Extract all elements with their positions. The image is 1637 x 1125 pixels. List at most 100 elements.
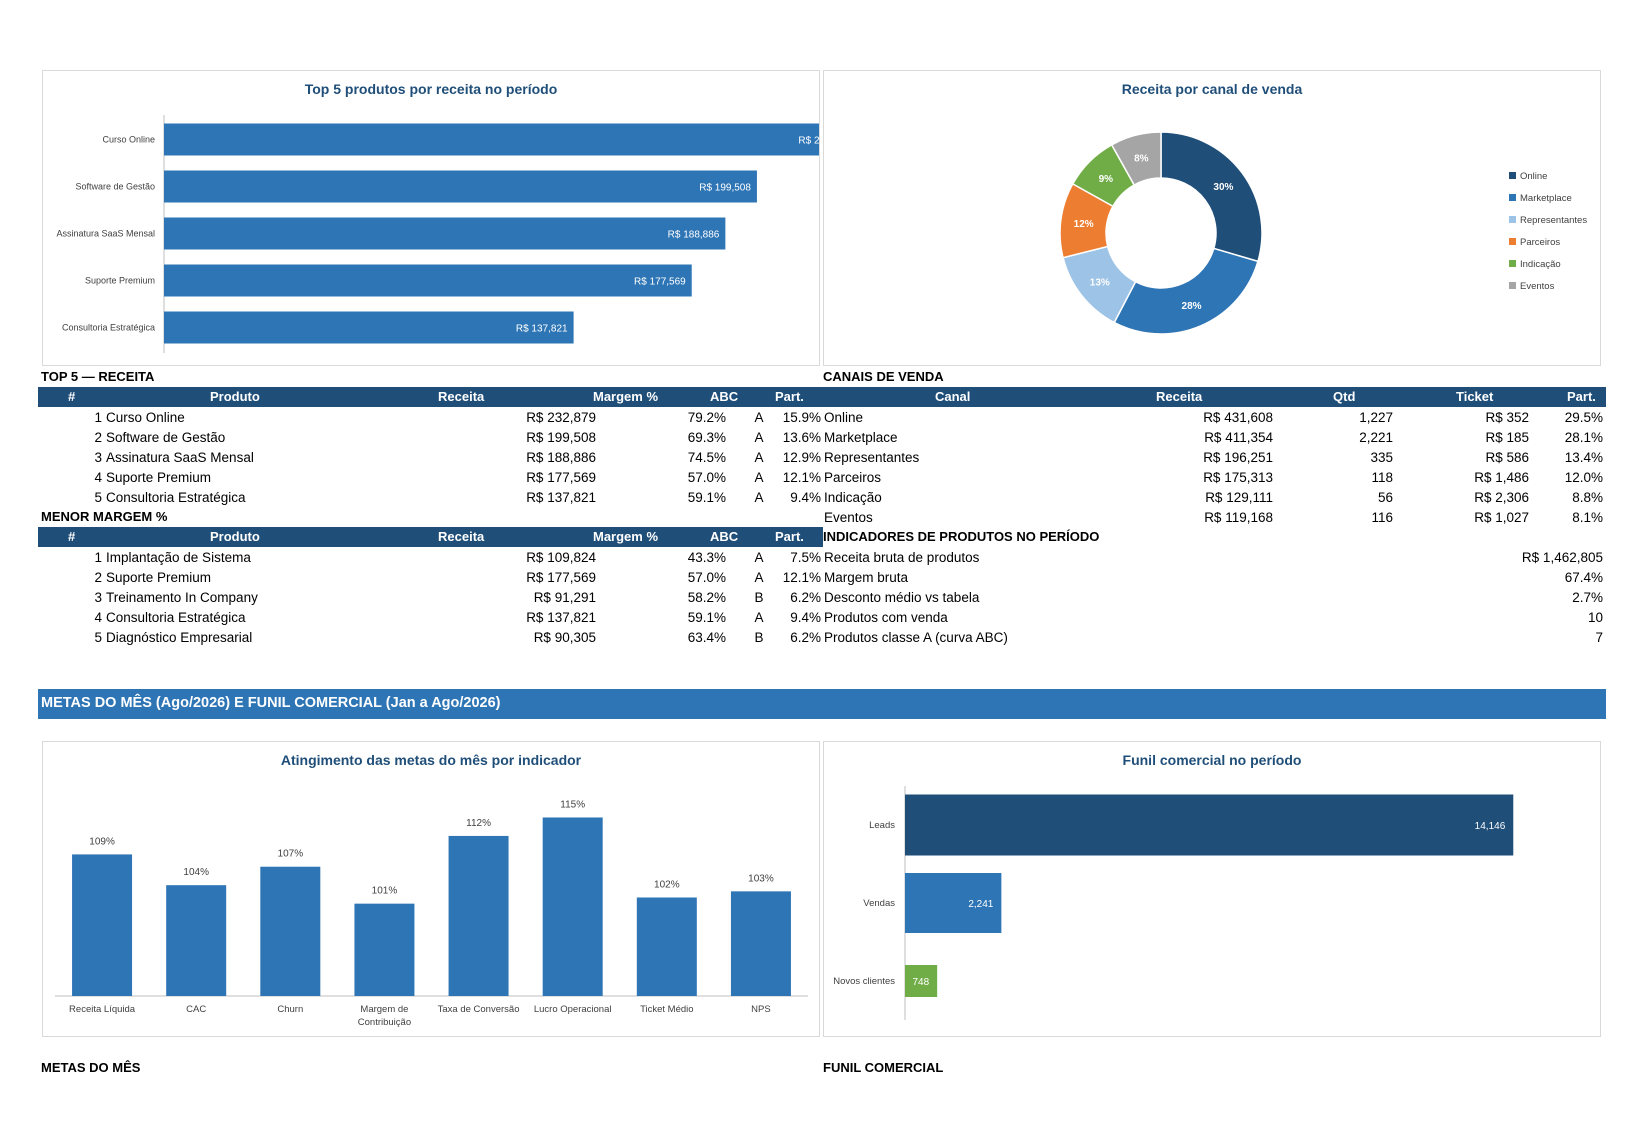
rank-cell: 4 — [94, 610, 102, 625]
product-cell: Curso Online — [106, 410, 185, 425]
share-cell: 12.1% — [782, 570, 821, 585]
data-label: R$ 188,886 — [668, 230, 720, 241]
margin-table-header: # Produto Receita Margem % ABC Part. — [38, 527, 823, 547]
indicator-value: 7 — [1595, 630, 1603, 645]
margin-cell: 63.4% — [687, 630, 726, 645]
channel-cell: Eventos — [824, 510, 873, 525]
share-cell: 8.8% — [1572, 490, 1603, 505]
share-cell: 9.4% — [790, 610, 821, 625]
share-cell: 6.2% — [790, 590, 821, 605]
bar — [164, 217, 726, 250]
share-cell: 12.1% — [782, 470, 821, 485]
goals-footer-title: METAS DO MÊS — [41, 1060, 141, 1075]
share-cell: 29.5% — [1564, 410, 1603, 425]
abc-cell: A — [754, 610, 764, 625]
indicator-label: Produtos classe A (curva ABC) — [824, 630, 1008, 645]
channels-table-header: Canal Receita Qtd Ticket Part. — [823, 387, 1606, 407]
top5-chart-panel: Top 5 produtos por receita no período R$… — [42, 70, 820, 366]
share-cell: 12.9% — [782, 450, 821, 465]
margin-cell: 59.1% — [687, 490, 726, 505]
slice-label: 28% — [1182, 301, 1202, 312]
ticket-cell: R$ 352 — [1485, 410, 1529, 425]
category-label: Churn — [277, 1004, 303, 1015]
product-cell: Assinatura SaaS Mensal — [106, 450, 254, 465]
col-revenue: Receita — [438, 389, 485, 404]
bar — [354, 903, 415, 996]
channel-cell: Indicação — [824, 490, 882, 505]
bar — [448, 835, 509, 996]
margin-cell: 57.0% — [687, 570, 726, 585]
channel-cell: Parceiros — [824, 470, 882, 485]
indicator-row: Produtos com venda 10 — [823, 608, 1606, 628]
indicator-value: R$ 1,462,805 — [1521, 550, 1603, 565]
table-row: 3 Assinatura SaaS Mensal R$ 188,886 74.5% A 1… — [38, 448, 823, 468]
data-label: 107% — [278, 849, 304, 860]
product-cell: Suporte Premium — [106, 470, 212, 485]
rank-cell: 4 — [94, 470, 102, 485]
table-row: Representantes R$ 196,251 335 R$ 586 13.4% — [823, 448, 1606, 468]
category-label: CAC — [186, 1004, 206, 1015]
channel-cell: Representantes — [824, 450, 920, 465]
slice-label: 9% — [1099, 174, 1114, 185]
category-label: Curso Online — [102, 135, 155, 145]
revenue-cell: R$ 177,569 — [526, 470, 596, 485]
qty-cell: 118 — [1371, 470, 1393, 485]
abc-cell: A — [754, 550, 764, 565]
category-label: NPS — [751, 1004, 771, 1015]
ticket-cell: R$ 1,027 — [1474, 510, 1529, 525]
indicator-label: Receita bruta de produtos — [824, 550, 980, 565]
slice-label: 8% — [1134, 154, 1149, 165]
abc-cell: B — [754, 590, 764, 605]
bar — [164, 264, 692, 297]
data-label: 101% — [372, 886, 398, 897]
channels-table-title: CANAIS DE VENDA — [823, 369, 944, 384]
revenue-cell: R$ 119,168 — [1204, 510, 1273, 525]
rank-cell: 2 — [94, 570, 102, 585]
bar — [164, 311, 574, 344]
rank-cell: 2 — [94, 430, 102, 445]
table-row: Marketplace R$ 411,354 2,221 R$ 185 28.1% — [823, 428, 1606, 448]
revenue-cell: R$ 137,821 — [526, 610, 596, 625]
revenue-cell: R$ 196,251 — [1203, 450, 1273, 465]
col-rank: # — [68, 529, 76, 544]
ticket-cell: R$ 586 — [1485, 450, 1529, 465]
indicator-row: Produtos classe A (curva ABC) 7 — [823, 628, 1606, 648]
product-cell: Consultoria Estratégica — [106, 610, 246, 625]
col-revenue: Receita — [438, 529, 485, 544]
table-row: 3 Treinamento In Company R$ 91,291 58.2% B 6.… — [38, 588, 823, 608]
category-label: Software de Gestão — [75, 182, 155, 192]
top5-chart-title: Top 5 produtos por receita no período — [304, 81, 558, 97]
data-label: R$ 177,569 — [634, 277, 686, 288]
goals-chart-title: Atingimento das metas do mês por indicad… — [280, 752, 582, 768]
table-row: 5 Consultoria Estratégica R$ 137,821 59.1% A… — [38, 488, 823, 508]
revenue-cell: R$ 232,879 — [526, 410, 596, 425]
revenue-cell: R$ 199,508 — [526, 430, 596, 445]
share-cell: 28.1% — [1564, 430, 1603, 445]
rank-cell: 3 — [94, 450, 102, 465]
col-share: Part. — [775, 389, 804, 404]
table-row: Online R$ 431,608 1,227 R$ 352 29.5% — [823, 408, 1606, 428]
ticket-cell: R$ 185 — [1485, 430, 1529, 445]
indicator-row: Desconto médio vs tabela 2.7% — [823, 588, 1606, 608]
category-label: Ticket Médio — [640, 1004, 694, 1015]
table-row: Eventos R$ 119,168 116 R$ 1,027 8.1% — [823, 508, 1606, 528]
revenue-cell: R$ 91,291 — [533, 590, 596, 605]
donut-slice — [1113, 247, 1259, 335]
funnel-chart-title: Funil comercial no período — [1122, 752, 1302, 768]
category-label: Taxa de Conversão — [438, 1004, 520, 1015]
share-cell: 13.6% — [782, 430, 821, 445]
abc-cell: B — [754, 630, 764, 645]
table-row: 4 Suporte Premium R$ 177,569 57.0% A 12.1% — [38, 468, 823, 488]
indicator-value: 67.4% — [1564, 570, 1603, 585]
abc-cell: A — [754, 490, 764, 505]
data-label: R$ 199,508 — [699, 183, 751, 194]
legend-label: Representantes — [1520, 215, 1587, 226]
margin-cell: 57.0% — [687, 470, 726, 485]
category-label: Lucro Operacional — [534, 1004, 612, 1015]
legend-label: Online — [1520, 171, 1547, 182]
revenue-cell: R$ 188,886 — [526, 450, 596, 465]
data-label: 112% — [466, 818, 491, 829]
ticket-cell: R$ 2,306 — [1474, 490, 1529, 505]
col-share: Part. — [1567, 389, 1596, 404]
goals-funnel-banner: METAS DO MÊS (Ago/2026) E FUNIL COMERCIA… — [38, 689, 1606, 719]
